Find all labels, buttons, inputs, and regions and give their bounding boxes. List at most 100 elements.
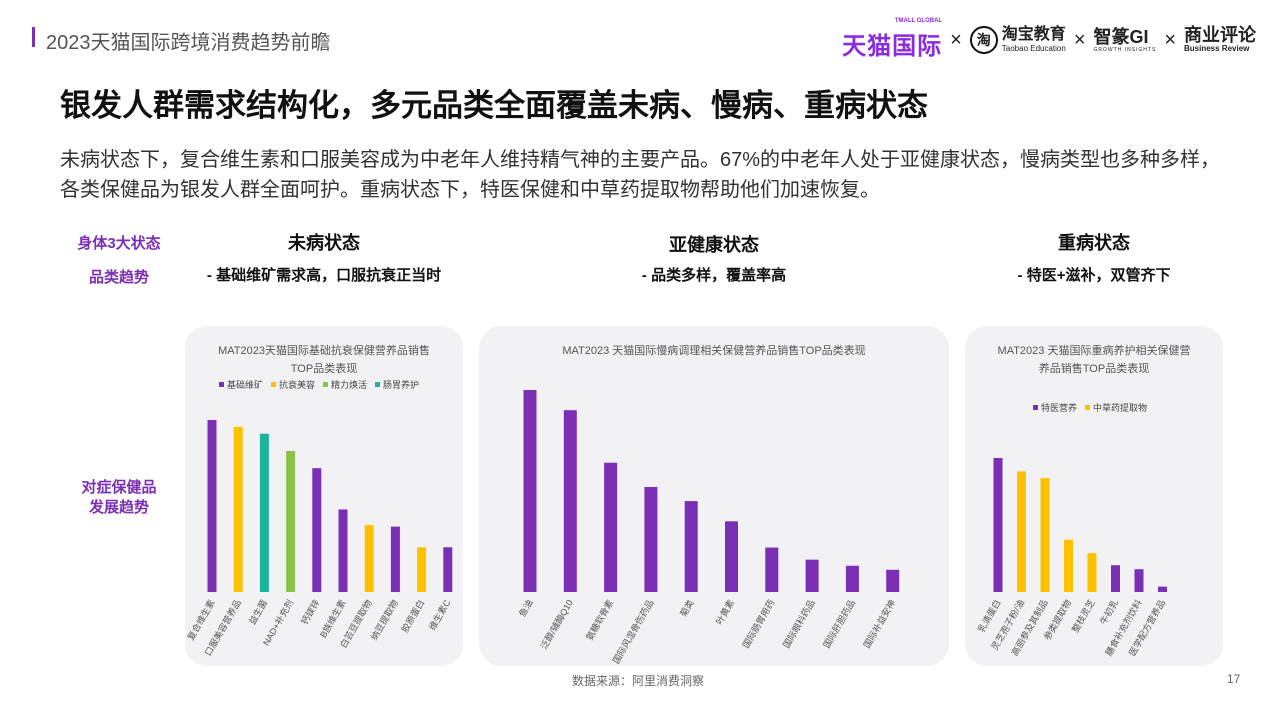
- x-tick-label: 整枝灵芝: [1069, 598, 1097, 635]
- chart-legend: 特医营养 中草药提取物: [1033, 401, 1147, 414]
- legend-swatch: [1085, 405, 1091, 410]
- x-tick-label: 维生素C: [426, 597, 453, 632]
- state-title-healthy: 未病状态: [288, 233, 360, 253]
- chart-panel-subhealth: MAT2023 天猫国际慢病调理相关保健营养品销售TOP品类表现 鱼油 泛醇/辅酶…: [479, 326, 949, 666]
- report-title: 2023天猫国际跨境消费趋势前瞻: [46, 32, 331, 54]
- data-source: 数据来源：阿里消费洞察: [572, 674, 705, 688]
- body-states-label: 身体3大状态: [77, 235, 161, 252]
- logo-separator: ×: [950, 28, 962, 51]
- chart-title-line1: MAT2023天猫国际基础抗衰保健营养品销售: [218, 345, 430, 357]
- x-tick-label: 乳清蛋白: [975, 598, 1003, 635]
- chart-bar: [1017, 471, 1026, 592]
- chart-bar: [286, 450, 296, 592]
- page-title: 银发人群需求结构化，多元品类全面覆盖未病、慢病、重病状态: [60, 88, 928, 123]
- remedy-trend-line2: 发展趋势: [88, 499, 149, 516]
- x-tick-label: 菊类: [677, 598, 696, 619]
- legend-label: 精力焕活: [331, 380, 368, 390]
- legend-swatch: [323, 382, 329, 387]
- tmall-logo-sub: TMALL GLOBAL: [894, 17, 943, 24]
- chart-bar: [312, 468, 322, 592]
- page-number: 17: [1227, 672, 1241, 686]
- chart-bar: [993, 458, 1003, 592]
- chart-panel-healthy: MAT2023天猫国际基础抗衰保健营养品销售 TOP品类表现 基础维矿 抗衰美容…: [185, 326, 463, 666]
- chart-bar: [390, 526, 400, 592]
- remedy-trend-line1: 对症保健品: [81, 479, 157, 496]
- chart-bar: [417, 547, 427, 592]
- legend-swatch: [375, 382, 381, 387]
- chart-title-line2: TOP品类表现: [290, 363, 358, 375]
- state-title-subhealth: 亚健康状态: [669, 235, 759, 255]
- x-tick-label: 益生菌: [246, 598, 269, 627]
- x-tick-label: 国际肝胆药品: [821, 598, 857, 650]
- legend-label: 肠胃养护: [383, 380, 420, 390]
- chart-bar: [684, 501, 698, 592]
- header-accent-bar: [32, 27, 35, 47]
- intro-paragraph: 未病状态下，复合维生素和口服美容成为中老年人维持精气神的主要产品。67%的中老年…: [60, 149, 1221, 201]
- x-tick-label: 胶原蛋白: [399, 598, 427, 635]
- x-tick-label: 钙镁锌: [298, 598, 321, 627]
- x-tick-label: 叶黄素: [713, 598, 736, 627]
- legend-label: 中草药提取物: [1093, 403, 1148, 413]
- chart-bar: [443, 547, 453, 592]
- chart-bar: [886, 569, 900, 592]
- chart-title: MAT2023 天猫国际慢病调理相关保健营养品销售TOP品类表现: [479, 342, 949, 360]
- chart-bar: [644, 486, 658, 592]
- chart-bar: [845, 565, 859, 592]
- logo-separator: ×: [1164, 28, 1176, 51]
- chart-title-line1: MAT2023 天猫国际慢病调理相关保健营养品销售TOP品类表现: [562, 345, 866, 357]
- state-trend-subhealth: - 品类多样，覆盖率高: [641, 267, 787, 284]
- chart-title: MAT2023 天猫国际重病养护相关保健营 养品销售TOP品类表现: [965, 342, 1223, 378]
- legend-label: 基础维矿: [227, 380, 264, 390]
- category-trend-label: 品类趋势: [88, 269, 149, 286]
- chart-bar: [364, 524, 374, 592]
- legend-item: 基础维矿: [219, 378, 263, 391]
- legend-item: 抗衰美容: [271, 378, 315, 391]
- remedy-trend-label: 对症保健品 发展趋势: [60, 478, 178, 518]
- chart-bar: [233, 426, 243, 592]
- gi-logo-en: GROWTH INSIGHTS: [1093, 46, 1157, 53]
- chart-bar: [338, 509, 348, 592]
- state-title-serious: 重病状态: [1058, 233, 1130, 253]
- gi-logo-cn: 智篆GI: [1093, 26, 1149, 47]
- chart-bar: [604, 462, 618, 592]
- legend-item: 精力焕活: [323, 378, 367, 391]
- legend-swatch: [219, 382, 224, 387]
- chart-bar: [1111, 565, 1120, 592]
- taobao-education-logo: 淘 淘宝教育 Taobao Education: [969, 26, 1066, 54]
- chart-bar: [207, 420, 217, 592]
- tmall-global-logo: TMALL GLOBAL 天猫国际: [842, 17, 943, 61]
- chart-bar: [805, 559, 819, 592]
- legend-label: 特医营养: [1041, 403, 1078, 413]
- legend-item: 肠胃养护: [375, 378, 419, 391]
- chart-bar: [1134, 569, 1144, 592]
- chart-bar: [259, 433, 269, 592]
- legend-item: 特医营养: [1033, 401, 1077, 414]
- legend-label: 抗衰美容: [279, 380, 316, 390]
- br-logo-cn: 商业评论: [1184, 25, 1256, 46]
- chart-bar: [1040, 478, 1050, 592]
- legend-swatch: [271, 382, 277, 387]
- chart-panel-serious: MAT2023 天猫国际重病养护相关保健营 养品销售TOP品类表现 特医营养 中…: [965, 326, 1223, 666]
- taobao-logo-en: Taobao Education: [1001, 44, 1066, 53]
- chart-bar: [765, 547, 779, 592]
- business-review-logo: 商业评论 Business Review: [1184, 27, 1256, 53]
- x-tick-label: 国际补益安神: [861, 598, 898, 650]
- chart-title-line2: 养品销售TOP品类表现: [1038, 363, 1150, 375]
- logo-separator: ×: [1073, 28, 1086, 51]
- x-tick-label: 牛初乳: [1097, 598, 1120, 627]
- chart-bar: [1158, 586, 1167, 592]
- br-logo-en: Business Review: [1184, 44, 1250, 53]
- chart-bar: [523, 390, 537, 592]
- chart-bar: [1064, 539, 1073, 592]
- legend-item: 中草药提取物: [1085, 401, 1147, 414]
- partner-logos: TMALL GLOBAL 天猫国际 × 淘 淘宝教育 Taobao Educat…: [842, 17, 1256, 61]
- x-tick-label: 鱼油: [516, 598, 535, 619]
- chart-bar: [563, 410, 577, 592]
- state-trend-healthy: - 基础维矿需求高，口服抗衰正当时: [206, 267, 442, 284]
- x-tick-label: 泛醇/辅酶Q10: [538, 598, 575, 652]
- legend-swatch: [1033, 405, 1038, 410]
- tmall-logo-text: 天猫国际: [842, 32, 943, 60]
